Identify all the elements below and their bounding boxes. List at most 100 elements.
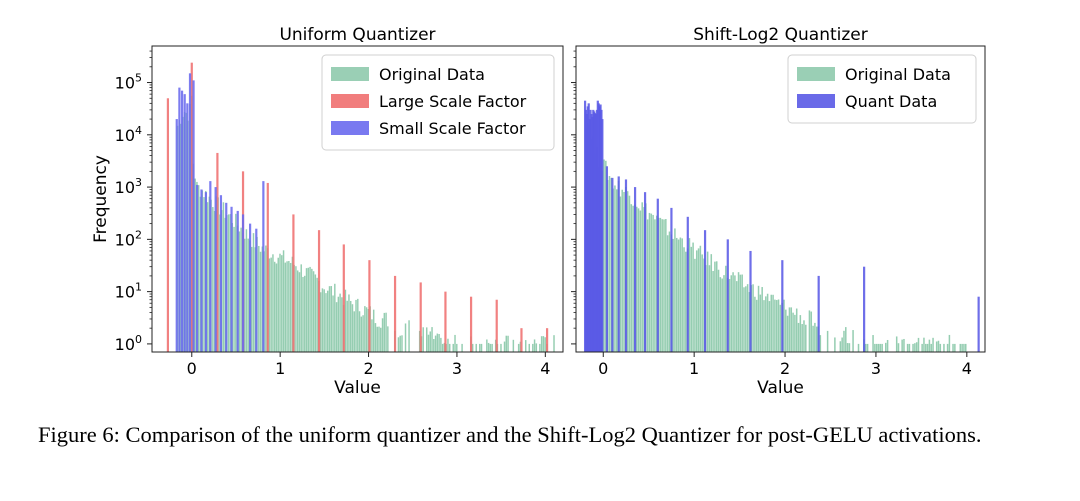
histogram-bar [401, 335, 403, 352]
histogram-bar [908, 343, 911, 352]
histogram-bar [668, 231, 671, 352]
chart-title: Shift-Log2 Quantizer [693, 25, 867, 45]
histogram-bar [344, 289, 347, 352]
large-scale-factor-spike [292, 214, 295, 352]
histogram-bar [282, 250, 285, 352]
chart-title: Uniform Quantizer [279, 25, 435, 45]
histogram-bar [675, 237, 678, 352]
histogram-bar [259, 251, 262, 352]
histogram-bar [766, 293, 769, 352]
histogram-bar [712, 270, 714, 352]
histogram-bar [486, 339, 488, 352]
histogram-bar [921, 343, 923, 352]
histogram-bar [923, 337, 925, 352]
histogram-bar [852, 330, 854, 352]
histogram-bar [245, 229, 248, 352]
histogram-bar [665, 219, 667, 352]
histogram-bar [300, 264, 302, 352]
histogram-bar [708, 265, 711, 352]
histogram-bar [284, 262, 287, 352]
histogram-bar [946, 343, 949, 352]
small-scale-factor-spike [214, 187, 217, 352]
histogram-bar [961, 343, 963, 352]
histogram-bar [302, 276, 304, 352]
quant-data-spike [670, 207, 673, 352]
quant-data-spike [617, 176, 620, 352]
small-scale-factor-spike [192, 80, 195, 352]
histogram-bar [735, 281, 738, 352]
histogram-bar [805, 324, 807, 352]
histogram-bar [755, 299, 758, 352]
histogram-bar [614, 185, 616, 352]
histogram-bar [761, 287, 763, 352]
y-tick-label: 100 [115, 333, 142, 354]
histogram-bar [679, 237, 682, 352]
histogram-bar [307, 267, 310, 352]
x-tick-label: 3 [452, 359, 462, 378]
histogram-bar [422, 327, 424, 352]
histogram-bar [314, 274, 317, 352]
histogram-bar [725, 265, 727, 352]
histogram-bar [963, 343, 965, 352]
histogram-bar [279, 253, 281, 352]
histogram-bar [677, 239, 680, 352]
histogram-bar [553, 335, 555, 352]
large-scale-factor-spike [520, 328, 523, 352]
histogram-bar [335, 302, 338, 352]
histogram-bar [728, 279, 731, 352]
histogram-bar [378, 326, 380, 352]
quant-data-spike [703, 230, 707, 352]
histogram-bar [779, 304, 782, 352]
quant-data-spike [726, 239, 729, 352]
histogram-bar [954, 343, 956, 352]
quant-data-spike [601, 119, 604, 352]
histogram-bar [456, 343, 458, 352]
histogram-bar [952, 343, 954, 352]
small-scale-factor-spike [195, 184, 199, 352]
x-tick-label: 1 [275, 359, 285, 378]
histogram-bar [926, 343, 929, 352]
histogram-bar [252, 233, 255, 352]
quant-data-spike [977, 296, 980, 352]
histogram-bar [512, 339, 515, 352]
histogram-bar [321, 288, 324, 352]
histogram-bar [932, 337, 934, 352]
histogram-bar [648, 212, 651, 352]
histogram-bar [619, 196, 622, 352]
histogram-bar [939, 343, 942, 352]
quant-data-spike [749, 250, 752, 352]
histogram-bar [427, 334, 430, 352]
y-tick-label: 105 [115, 72, 142, 93]
histogram-bar [325, 293, 327, 352]
histogram-bar [650, 213, 653, 352]
large-scale-factor-spike [495, 299, 498, 352]
legend-box [321, 54, 555, 151]
histogram-bar [429, 331, 432, 352]
y-tick-label: 102 [115, 228, 142, 249]
histogram-bar [743, 287, 745, 352]
histogram-bar [621, 189, 623, 352]
histogram-bar [881, 343, 883, 352]
histogram-bar [265, 245, 267, 352]
histogram-bar [286, 261, 288, 352]
histogram-bar [528, 343, 530, 352]
histogram-bar [351, 304, 354, 352]
histogram-bar [408, 320, 410, 352]
histogram-bar [797, 322, 800, 352]
figure: Uniform Quantizer Frequency Value 0 1 2 3 4 1… [91, 25, 986, 398]
histogram-bar [732, 272, 734, 352]
histogram-bar [654, 219, 656, 352]
histogram-bar [452, 343, 454, 352]
histogram-bar [360, 316, 363, 352]
histogram-bar [774, 299, 776, 352]
quant-data-spike [863, 266, 866, 352]
histogram-bar [542, 336, 545, 352]
histogram-bar [885, 342, 887, 352]
histogram-bar [943, 343, 945, 352]
histogram-bar [355, 299, 357, 352]
uniform-quantizer-chart: Uniform Quantizer Frequency Value 0 1 2 3 4 1… [91, 25, 564, 398]
histogram-bar [323, 289, 325, 352]
histogram-bar [925, 343, 927, 352]
histogram-bar [426, 327, 428, 352]
histogram-bar [233, 226, 235, 352]
